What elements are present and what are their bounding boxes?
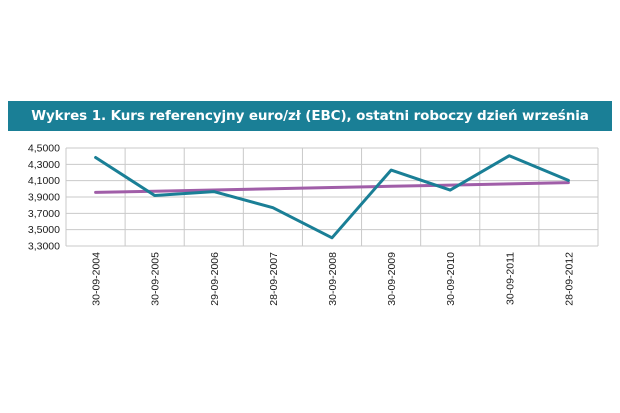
y-tick-label: 3,5000 bbox=[28, 224, 60, 236]
gridlines bbox=[65, 147, 599, 247]
y-tick-label: 4,3000 bbox=[28, 159, 60, 171]
series-line-rate bbox=[94, 154, 570, 240]
x-tick-label: 30-09-2004 bbox=[91, 252, 103, 306]
x-tick-label: 30-09-2008 bbox=[327, 252, 339, 306]
x-tick-label: 30-09-2010 bbox=[445, 252, 457, 306]
y-tick-label: 4,5000 bbox=[28, 143, 60, 155]
x-tick-label: 30-09-2005 bbox=[150, 252, 162, 306]
x-tick-label: 29-09-2006 bbox=[209, 252, 221, 306]
x-tick-label: 30-09-2011 bbox=[504, 252, 516, 305]
x-tick-label: 30-09-2009 bbox=[386, 252, 398, 306]
series-lines bbox=[94, 154, 570, 240]
y-axis: 4,5000 4,3000 4,1000 3,9000 3,7000 3,5000 3,30… bbox=[28, 143, 60, 253]
chart-title: Wykres 1. Kurs referencyjny euro/zł (EBC… bbox=[8, 101, 612, 131]
y-tick-label: 4,1000 bbox=[28, 175, 60, 187]
x-axis: 30-09-2004 30-09-2005 29-09-2006 28-09-2007… bbox=[91, 252, 576, 306]
x-tick-label: 28-09-2012 bbox=[563, 252, 575, 306]
y-tick-label: 3,7000 bbox=[28, 208, 60, 220]
y-tick-label: 3,9000 bbox=[28, 192, 60, 204]
series-line-trend bbox=[94, 181, 570, 194]
x-tick-label: 28-09-2007 bbox=[268, 252, 280, 306]
y-tick-label: 3,3000 bbox=[28, 241, 60, 253]
